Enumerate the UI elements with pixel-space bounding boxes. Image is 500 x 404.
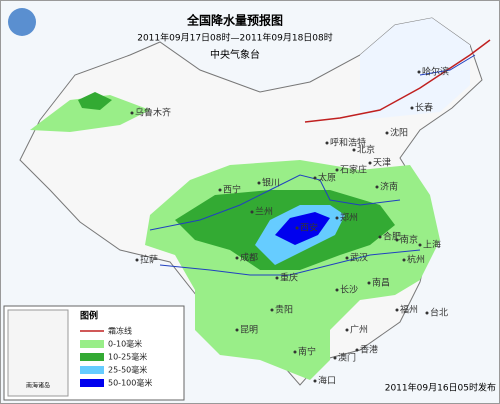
legend-label: 25-50毫米 [108,365,147,375]
city-dot [135,258,139,262]
city-label: 澳门 [338,352,356,364]
city-label: 广州 [350,324,368,336]
city-label: 南昌 [372,277,390,289]
city-label: 郑州 [340,212,358,224]
city-dot [410,106,414,110]
city-dot [345,256,349,260]
rain-50-100 [275,212,330,245]
legend-title: 图例 [80,310,98,322]
city-dot [425,311,429,315]
city-dot [218,188,222,192]
legend-swatch [80,366,104,374]
city-dot [368,161,372,165]
city-dot [235,328,239,332]
city-dot [375,185,379,189]
city-label: 沈阳 [390,127,408,139]
legend-label: 10-25毫米 [108,352,147,362]
city-label: 银川 [262,177,280,189]
city-label: 济南 [380,181,398,193]
city-dot [313,176,317,180]
rain-10-25-west [78,92,112,110]
city-dot [402,258,406,262]
city-dot [293,350,297,354]
city-dot [335,216,339,220]
city-dot [130,111,134,115]
city-label: 杭州 [407,254,425,266]
city-label: 太原 [318,172,336,184]
city-label: 贵阳 [275,304,293,316]
agency: 中央气象台 [210,48,260,61]
city-dot [325,141,329,145]
city-label: 南京 [400,234,418,246]
city-label: 北京 [357,144,375,156]
logo [8,8,36,36]
legend-swatch [80,353,104,361]
city-label: 哈尔滨 [422,66,449,78]
city-label: 拉萨 [140,254,158,266]
legend-label: 0-10毫米 [108,339,142,349]
inset-label: 南海诸岛 [26,382,50,390]
city-dot [385,131,389,135]
city-dot [355,348,359,352]
city-label: 上海 [423,239,441,251]
legend-label: 50-100毫米 [108,378,152,388]
city-dot [367,281,371,285]
legend-swatch [80,340,104,348]
frost-line [304,39,491,123]
title: 全国降水量预报图 [186,13,283,28]
rivers [149,54,476,276]
city-dot [333,356,337,360]
city-label: 南宁 [298,346,316,358]
city-label: 台北 [430,307,448,319]
city-label: 福州 [400,304,418,316]
issued: 2011年09月16日05时发布 [385,382,496,394]
city-dot [417,70,421,74]
city-dot [257,181,261,185]
city-label: 重庆 [280,272,298,284]
city-dot [275,276,279,280]
city-dot [378,235,382,239]
rain-0-10-west [30,95,150,132]
city-dot [235,256,239,260]
city-label: 香港 [360,344,378,356]
frost-area [360,18,470,120]
city-label: 石家庄 [340,164,367,176]
legend-label: 霜冻线 [108,326,132,336]
city-dot [335,288,339,292]
city-dot [270,308,274,312]
city-label: 西安 [300,222,318,234]
city-label: 天津 [373,158,391,169]
city-label: 乌鲁木齐 [135,107,171,119]
city-label: 长沙 [340,284,358,296]
period: 2011年09月17日08时—2011年09月18日08时 [137,32,333,44]
city-label: 昆明 [240,325,258,336]
yangtze-river [159,249,421,276]
city-label: 兰州 [255,206,273,218]
city-label: 武汉 [350,252,368,264]
city-dot [335,168,339,172]
city-dot [352,148,356,152]
city-dot [418,243,422,247]
legend-swatch [80,379,104,387]
yellow-river [149,174,401,231]
city-dot [395,238,399,242]
city-dot [250,210,254,214]
songhua-river [419,54,476,76]
city-dot [313,379,317,383]
city-label: 西宁 [223,184,241,196]
inset-map [7,309,69,397]
city-dot [395,308,399,312]
city-dot [345,328,349,332]
city-label: 长春 [415,102,433,114]
city-label: 成都 [240,252,258,264]
city-label: 海口 [318,375,336,387]
city-dot [295,226,299,230]
city-label: 呼和浩特 [330,137,366,149]
